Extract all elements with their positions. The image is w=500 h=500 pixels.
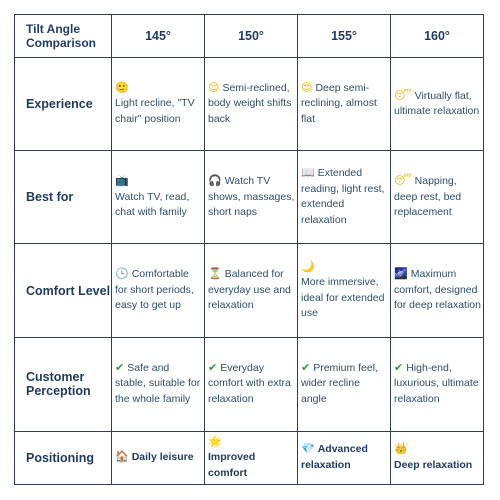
column-header-160: 160° <box>390 13 484 59</box>
row-label-positioning: Positioning <box>14 430 112 486</box>
row-label-comfort-level: Comfort Level <box>14 243 112 338</box>
cell-experience-145: 🙂 Light recline, "TV chair" position <box>111 57 205 152</box>
cell-positioning-145: 🏠 Daily leisure <box>111 430 205 486</box>
comparison-table-container: Tilt Angle Comparison 145° 150° 155° 160… <box>14 13 484 486</box>
row-label-best-for: Best for <box>14 150 112 245</box>
row-best-for: Best for 📺 Watch TV, read, chat with fam… <box>14 150 484 245</box>
column-header-155: 155° <box>297 13 391 59</box>
cell-best-for-150: 🎧 Watch TV shows, massages, short naps <box>204 150 298 245</box>
row-positioning: Positioning 🏠 Daily leisure 🌟 Improved co… <box>14 430 484 486</box>
cell-text: Advanced relaxation <box>301 443 368 471</box>
cell-text: Comfortable for short periods, easy to g… <box>115 268 194 312</box>
row-experience: Experience 🙂 Light recline, "TV chair" p… <box>14 57 484 152</box>
cell-experience-160: 😴 Virtually flat, ultimate relaxation <box>390 57 484 152</box>
cell-text: Premium feel, wider recline angle <box>301 361 378 405</box>
glowing-star-icon: 🌟 <box>208 435 222 448</box>
cell-best-for-145: 📺 Watch TV, read, chat with family <box>111 150 205 245</box>
cell-positioning-160: 👑 Deep relaxation <box>390 430 484 486</box>
milky-way-icon: 🌌 <box>394 268 408 281</box>
row-comfort-level: Comfort Level 🕒 Comfortable for short per… <box>14 243 484 338</box>
cell-perception-145: ✔ Safe and stable, suitable for the whole… <box>111 336 205 432</box>
cell-text: Safe and stable, suitable for the whole … <box>115 361 201 405</box>
cell-experience-155: 😍 Deep semi-reclining, almost flat <box>297 57 391 152</box>
cell-text: Watch TV, read, chat with family <box>115 190 190 219</box>
cell-text: Virtually flat, ultimate relaxation <box>394 89 480 118</box>
house-icon: 🏠 <box>115 451 129 464</box>
cell-comfort-160: 🌌 Maximum comfort, designed for deep rela… <box>390 243 484 338</box>
row-label-experience: Experience <box>14 57 112 152</box>
header-row: Tilt Angle Comparison 145° 150° 155° 160… <box>14 13 484 59</box>
row-label-customer-perception: Customer Perception <box>14 336 112 432</box>
cell-comfort-145: 🕒 Comfortable for short periods, easy to … <box>111 243 205 338</box>
cell-text: High-end, luxurious, ultimate relaxation <box>394 361 479 405</box>
relieved-face-icon: 😌 <box>208 81 220 94</box>
headphones-icon: 🎧 <box>208 175 222 188</box>
cell-comfort-150: ⏳ Balanced for everyday use and relaxatio… <box>204 243 298 338</box>
cell-text: More immersive, ideal for extended use <box>301 276 385 320</box>
gem-icon: 💎 <box>301 443 315 456</box>
cell-text: Deep relaxation <box>394 458 473 471</box>
cell-text: Daily leisure <box>131 451 194 464</box>
sleeping-face-icon: 😴 <box>394 89 412 102</box>
cell-text: Balanced for everyday use and relaxation <box>208 268 291 312</box>
hourglass-icon: ⏳ <box>208 268 222 281</box>
column-header-145: 145° <box>111 13 205 59</box>
check-mark-icon: ✔ <box>208 361 218 374</box>
cell-best-for-155: 📖 Extended reading, light rest, extended … <box>297 150 391 245</box>
tilt-angle-comparison-table: Tilt Angle Comparison 145° 150° 155° 160… <box>14 13 484 486</box>
cell-text: Maximum comfort, designed for deep relax… <box>394 268 481 312</box>
check-mark-icon: ✔ <box>394 361 404 374</box>
cell-perception-150: ✔ Everyday comfort with extra relaxation <box>204 336 298 432</box>
clock-icon: 🕒 <box>115 268 129 281</box>
cell-text: Improved comfort <box>208 451 256 479</box>
cell-text: Light recline, "TV chair" position <box>115 97 195 125</box>
corner-header: Tilt Angle Comparison <box>14 13 112 59</box>
cell-positioning-155: 💎 Advanced relaxation <box>297 430 391 486</box>
open-book-icon: 📖 <box>301 167 315 180</box>
cell-best-for-160: 😴 Napping, deep rest, bed replacement <box>390 150 484 245</box>
cell-positioning-150: 🌟 Improved comfort <box>204 430 298 486</box>
column-header-150: 150° <box>204 13 298 59</box>
check-mark-icon: ✔ <box>115 361 125 374</box>
television-icon: 📺 <box>115 175 129 188</box>
cell-text: Extended reading, light rest, extended r… <box>301 167 385 226</box>
heart-eyes-face-icon: 😍 <box>301 81 313 94</box>
cell-perception-160: ✔ High-end, luxurious, ultimate relaxatio… <box>390 336 484 432</box>
cell-perception-155: ✔ Premium feel, wider recline angle <box>297 336 391 432</box>
slightly-smiling-face-icon: 🙂 <box>115 81 129 94</box>
cell-text: Napping, deep rest, bed replacement <box>394 175 462 219</box>
check-mark-icon: ✔ <box>301 361 311 374</box>
cell-text: Semi-reclined, body weight shifts back <box>208 81 292 125</box>
crescent-moon-icon: 🌙 <box>301 260 315 273</box>
cell-text: Everyday comfort with extra relaxation <box>208 361 291 405</box>
cell-comfort-155: 🌙 More immersive, ideal for extended use <box>297 243 391 338</box>
sleeping-face-icon: 😴 <box>394 175 412 188</box>
cell-experience-150: 😌 Semi-reclined, body weight shifts back <box>204 57 298 152</box>
crown-icon: 👑 <box>394 443 408 456</box>
cell-text: Deep semi-reclining, almost flat <box>301 81 377 125</box>
cell-text: Watch TV shows, massages, short naps <box>208 175 295 219</box>
row-customer-perception: Customer Perception ✔ Safe and stable, su… <box>14 336 484 432</box>
